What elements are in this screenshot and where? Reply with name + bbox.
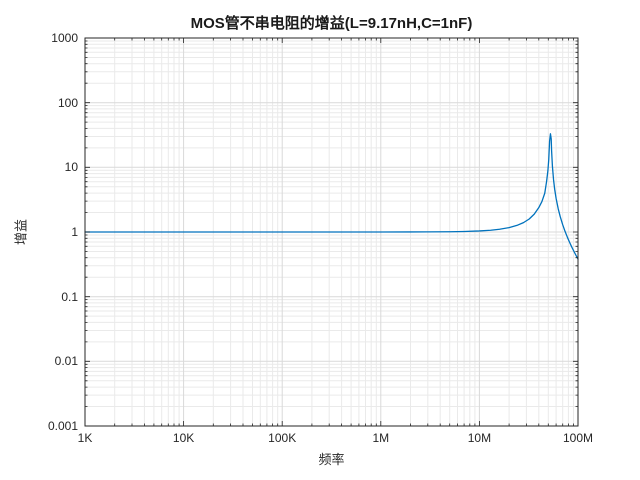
y-tick-label: 0.01 [54, 354, 78, 369]
tick-marks [84, 37, 579, 427]
chart-title: MOS管不串电阻的增益(L=9.17nH,C=1nF) [190, 15, 473, 32]
x-tick-label: 10M [467, 431, 492, 445]
y-tick-label: 0.1 [61, 289, 78, 304]
x-tick-label: 100K [268, 431, 297, 445]
y-tick-label: 1000 [51, 31, 78, 45]
x-tick-label: 1K [77, 431, 93, 445]
y-tick-label: 100 [57, 95, 78, 110]
y-tick-label: 1 [71, 225, 78, 239]
y-tick-label: 0.001 [47, 419, 78, 433]
x-axis-label: 频率 [318, 452, 345, 467]
y-tick-label: 10 [64, 160, 78, 175]
gain-curve [84, 133, 579, 260]
x-tick-label: 1M [372, 431, 390, 445]
x-tick-label: 100M [562, 431, 594, 445]
x-tick-label: 10K [172, 431, 195, 445]
